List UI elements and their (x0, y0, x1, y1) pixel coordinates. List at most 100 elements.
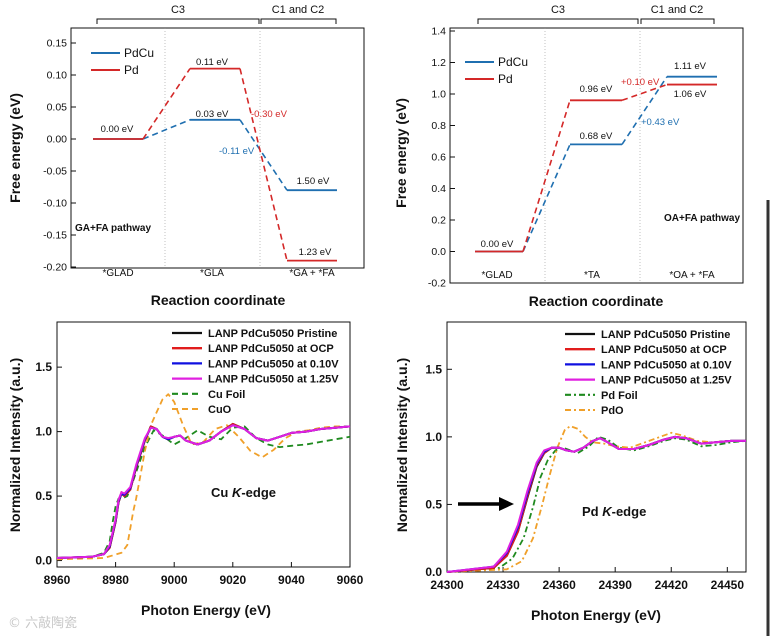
x-tick-label: 8960 (44, 573, 71, 587)
state-label: *GLAD (102, 268, 133, 279)
xanes-curves (56, 393, 351, 561)
panel-d: 24300 24330 24360 24390 24420 24450 0.0 0.5 1.0 1… (394, 321, 747, 623)
barrier-label-pd: -0.30 eV (251, 109, 288, 120)
connector-pd (239, 68, 288, 261)
y-tick-label: 1.2 (431, 57, 446, 69)
y-tick-label: 0.0 (425, 565, 442, 579)
barrier-label-pdcu: +0.43 eV (641, 117, 680, 128)
barrier-label-pdcu: -0.11 eV (219, 146, 255, 157)
bracket-c1c2: C1 and C2 (640, 4, 715, 24)
plot-frame (70, 27, 365, 269)
legend: PdCu Pd (91, 46, 154, 77)
bracket-label: C3 (171, 4, 185, 16)
panel-b: C3 C1 and C2 1.4 1.2 1.0 0.8 0.6 0.4 0.2 0.0 -0.… (393, 4, 744, 309)
curve-v125 (56, 424, 351, 559)
bracket-c3: C3 (477, 4, 639, 24)
plot-frame (56, 321, 351, 568)
legend-label-ocp: LANP PdCu5050 at OCP (601, 344, 727, 356)
y-tick-label: 1.4 (431, 26, 446, 38)
watermark: © 六敲陶瓷 (8, 616, 78, 631)
y-tick-label: 0.10 (47, 70, 68, 82)
legend-label-pristine: LANP PdCu5050 Pristine (601, 329, 730, 341)
plot-frame (446, 321, 747, 573)
level-label: 0.68 eV (580, 131, 613, 142)
x-tick-label: 24420 (655, 578, 689, 592)
y-tick-label: -0.05 (43, 166, 67, 178)
legend-label-v125: LANP PdCu5050 at 1.25V (208, 374, 339, 386)
y-tick-label: 1.5 (35, 360, 52, 374)
x-tick-label: 24330 (486, 578, 520, 592)
x-axis-label: Photon Energy (eV) (141, 602, 271, 618)
state-label: *GLA (200, 268, 224, 279)
y-tick-label: 0.0 (431, 246, 446, 258)
y-axis-label: Free energy (eV) (393, 98, 409, 208)
y-tick-label: 1.5 (425, 362, 442, 376)
curve-ocp (56, 422, 351, 559)
connector-pd (142, 68, 191, 140)
y-tick-label: 0.2 (431, 215, 446, 227)
arrow-annotation (458, 497, 514, 511)
pathway-label: OA+FA pathway (664, 213, 740, 224)
y-tick-label: 0.0 (35, 554, 52, 568)
x-tick-label: 9060 (337, 573, 364, 587)
x-axis-label: Photon Energy (eV) (531, 607, 661, 623)
x-tick-label: 24300 (430, 578, 464, 592)
y-tick-label: -0.20 (43, 262, 67, 274)
edge-label: Cu K-edge (211, 485, 276, 500)
curve-v010 (56, 424, 351, 559)
panel-c: 8960 8980 9000 9020 9040 9060 0.0 0.5 1.0 1.5 Nor… (7, 321, 364, 618)
y-tick-label: 0.15 (47, 38, 68, 50)
legend-label-pdcu: PdCu (498, 55, 528, 69)
legend-label-ocp: LANP PdCu5050 at OCP (208, 343, 334, 355)
level-label: 0.03 eV (196, 109, 229, 120)
curve-v125 (446, 435, 746, 573)
energy-profile (475, 75, 717, 253)
bracket-label: C3 (551, 4, 565, 16)
level-label: 1.11 eV (674, 61, 707, 72)
pathway-label: GA+FA pathway (75, 223, 151, 234)
panel-a: C3 C1 and C2 0.15 0.10 0.05 0.00 -0.05 -0.10 -… (7, 4, 365, 308)
level-label: 1.50 eV (297, 176, 330, 187)
connector-pdcu (142, 119, 191, 140)
y-tick-label: 1.0 (431, 89, 446, 101)
y-tick-label: -0.15 (43, 230, 67, 242)
connector-pd (522, 100, 571, 252)
y-tick-label: 0.6 (431, 152, 446, 164)
x-tick-label: 24360 (542, 578, 576, 592)
y-tick-label: 0.8 (431, 120, 446, 132)
plot-frame (449, 27, 744, 284)
legend-label-pd: Pd (124, 63, 139, 77)
connector-pd (621, 83, 668, 102)
bracket-c3: C3 (96, 4, 260, 24)
legend-label-v125: LANP PdCu5050 at 1.25V (601, 375, 732, 387)
curve-pristine (56, 422, 351, 559)
legend-label-pdo: PdO (601, 405, 624, 417)
y-axis: 0.15 0.10 0.05 0.00 -0.05 -0.10 -0.15 -0.20 (43, 38, 76, 274)
level-label: 1.06 eV (674, 89, 707, 100)
legend-label-cuo: CuO (208, 404, 232, 416)
y-tick-label: 0.4 (431, 183, 446, 195)
connector-pdcu (621, 76, 668, 145)
legend: LANP PdCu5050 Pristine LANP PdCu5050 at O… (172, 328, 339, 416)
legend-label-v010: LANP PdCu5050 at 0.10V (208, 358, 339, 370)
barrier-label-pd: +0.10 eV (621, 77, 660, 88)
y-tick-label: 0.05 (47, 102, 68, 114)
x-tick-label: 9020 (219, 573, 246, 587)
y-tick-label: 1.0 (35, 425, 52, 439)
arrow-head (499, 497, 514, 511)
state-label: *GLAD (481, 270, 512, 281)
axes: 8960 8980 9000 9020 9040 9060 0.0 0.5 1.0 1.5 (35, 360, 363, 587)
y-tick-label: 0.5 (425, 497, 442, 511)
connector-pdcu (239, 119, 288, 191)
bracket-label: C1 and C2 (651, 4, 704, 16)
state-label: *OA + *FA (669, 270, 715, 281)
axes: 24300 24330 24360 24390 24420 24450 0.0 0.5 1.0 1… (425, 362, 744, 592)
x-axis-label: Reaction coordinate (529, 293, 664, 309)
edge-label: Pd K-edge (582, 504, 646, 519)
level-label: 0.00 eV (481, 239, 514, 250)
legend-label-pd-foil: Pd Foil (601, 390, 638, 402)
x-tick-label: 9040 (278, 573, 305, 587)
level-label: 0.00 eV (101, 124, 134, 135)
legend-label-v010: LANP PdCu5050 at 0.10V (601, 359, 732, 371)
connector-pdcu (522, 144, 571, 252)
